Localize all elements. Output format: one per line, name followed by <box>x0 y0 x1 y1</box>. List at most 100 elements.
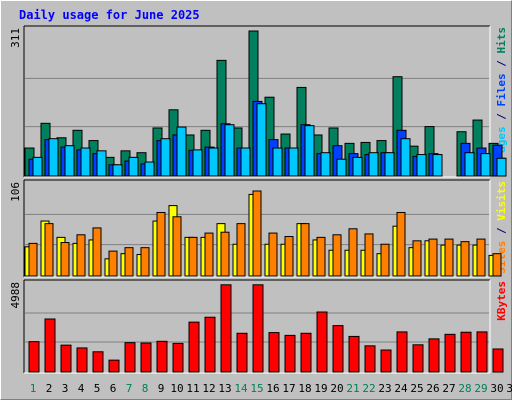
day-label-19: 19 <box>314 382 327 395</box>
bar-sites-day-2 <box>44 223 54 277</box>
bar-kbytes-day-11 <box>188 321 200 373</box>
bar-pages-day-17 <box>288 147 299 177</box>
day-label-26: 26 <box>426 382 439 395</box>
bar-kbytes-day-6 <box>108 359 120 373</box>
bar-kbytes-day-27 <box>444 333 456 373</box>
chart-title: Daily usage for June 2025 <box>19 8 200 22</box>
bar-kbytes-day-8 <box>140 342 152 373</box>
bar-kbytes-day-18 <box>300 332 312 373</box>
bar-kbytes-day-5 <box>92 351 104 373</box>
bar-kbytes-day-28 <box>460 331 472 373</box>
bar-pages-day-26 <box>432 154 443 177</box>
bar-sites-day-27 <box>444 238 454 277</box>
bar-kbytes-day-13 <box>220 284 232 373</box>
bar-pages-day-3 <box>64 145 75 177</box>
bar-kbytes-day-9 <box>156 340 168 373</box>
bar-kbytes-day-15 <box>252 284 264 373</box>
bar-kbytes-day-29 <box>476 331 488 373</box>
bar-sites-day-15 <box>252 190 262 277</box>
bar-sites-day-25 <box>412 240 422 277</box>
bar-pages-day-12 <box>208 147 219 177</box>
bar-sites-day-29 <box>476 238 486 277</box>
legend-entry: / <box>495 54 508 74</box>
day-label-9: 9 <box>158 382 165 395</box>
day-label-24: 24 <box>394 382 408 395</box>
day-label-28: 28 <box>458 382 471 395</box>
bar-pages-day-8 <box>144 161 155 177</box>
bar-sites-day-17 <box>284 236 294 277</box>
bar-pages-day-25 <box>416 154 427 177</box>
bar-pages-day-13 <box>224 124 235 177</box>
bar-kbytes-day-20 <box>332 325 344 373</box>
bar-kbytes-day-2 <box>44 318 56 373</box>
bar-sites-day-24 <box>396 211 406 277</box>
bar-sites-day-10 <box>172 216 182 277</box>
bar-kbytes-day-30 <box>492 348 504 373</box>
day-label-21: 21 <box>346 382 359 395</box>
day-label-25: 25 <box>410 382 423 395</box>
day-label-4: 4 <box>78 382 85 395</box>
day-label-7: 7 <box>126 382 133 395</box>
bar-kbytes-day-22 <box>364 345 376 373</box>
bar-sites-day-19 <box>316 236 326 277</box>
bar-pages-day-23 <box>384 152 395 177</box>
bar-pages-day-18 <box>304 125 315 177</box>
day-label-20: 20 <box>330 382 343 395</box>
bar-pages-day-30 <box>496 157 507 177</box>
bar-kbytes-day-19 <box>316 311 328 373</box>
day-label-18: 18 <box>298 382 311 395</box>
day-label-30: 30 <box>490 382 503 395</box>
bar-sites-day-20 <box>332 234 342 277</box>
bar-pages-day-1 <box>32 156 43 177</box>
bar-sites-day-5 <box>92 227 102 277</box>
bar-pages-day-21 <box>352 156 363 177</box>
day-label-15: 15 <box>250 382 263 395</box>
legend-traffic: KBytes <box>495 281 508 321</box>
bar-sites-day-30 <box>492 253 502 277</box>
bar-sites-day-16 <box>268 232 278 277</box>
bar-kbytes-day-26 <box>428 338 440 373</box>
bar-sites-day-13 <box>220 231 230 277</box>
day-label-5: 5 <box>94 382 101 395</box>
bar-pages-day-14 <box>240 147 251 177</box>
bar-sites-day-3 <box>60 242 70 277</box>
bar-pages-day-9 <box>160 138 171 177</box>
bar-sites-day-18 <box>300 223 310 277</box>
bar-sites-day-9 <box>156 211 166 277</box>
bar-sites-day-4 <box>76 234 86 277</box>
day-label-12: 12 <box>202 382 215 395</box>
bar-kbytes-day-24 <box>396 331 408 373</box>
bar-pages-day-7 <box>128 156 139 177</box>
day-label-31: 31 <box>506 382 512 395</box>
bar-pages-day-15 <box>256 103 267 177</box>
day-label-3: 3 <box>62 382 69 395</box>
bar-sites-day-6 <box>108 250 118 277</box>
bar-kbytes-day-3 <box>60 344 72 373</box>
bar-sites-day-1 <box>28 242 38 277</box>
bar-sites-day-8 <box>140 247 150 277</box>
bar-pages-day-4 <box>80 147 91 177</box>
legend-entry: Hits <box>495 27 508 54</box>
bar-pages-day-11 <box>192 149 203 177</box>
day-label-23: 23 <box>378 382 391 395</box>
day-label-22: 22 <box>362 382 375 395</box>
bar-sites-day-21 <box>348 228 358 277</box>
bar-sites-day-22 <box>364 233 374 277</box>
day-label-17: 17 <box>282 382 295 395</box>
day-label-6: 6 <box>110 382 117 395</box>
bar-pages-day-5 <box>96 150 107 177</box>
day-label-27: 27 <box>442 382 455 395</box>
bar-kbytes-day-7 <box>124 342 136 373</box>
legend-entry: KBytes <box>495 281 508 321</box>
bar-kbytes-day-4 <box>76 347 88 373</box>
bar-sites-day-14 <box>236 223 246 277</box>
day-label-1: 1 <box>30 382 37 395</box>
y-max-label-visitors: 106 <box>9 182 22 202</box>
bar-sites-day-11 <box>188 236 198 277</box>
bar-pages-day-22 <box>368 152 379 177</box>
day-label-8: 8 <box>142 382 149 395</box>
bar-pages-day-19 <box>320 152 331 177</box>
bar-sites-day-26 <box>428 238 438 277</box>
legend-usage: Pages / Files / Hits <box>495 27 508 160</box>
